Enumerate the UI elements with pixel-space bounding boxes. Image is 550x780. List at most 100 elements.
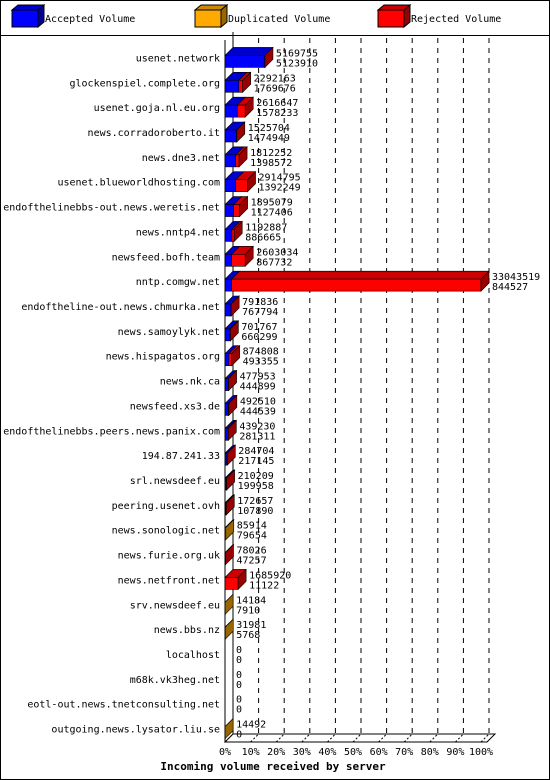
value-label-lower: 493355 [243, 357, 279, 368]
x-tick [352, 733, 362, 743]
value-label-upper: 701767 [241, 322, 277, 333]
y-tick-label: endofthelinebbs.peers.news.panix.com [3, 426, 220, 437]
value-label-upper: 1685920 [249, 570, 291, 581]
bar [224, 154, 237, 168]
value-label-lower: 199958 [238, 481, 274, 492]
value-label-lower: 1474949 [248, 133, 290, 144]
x-tick-label: 0% [219, 747, 231, 758]
bar [231, 229, 235, 242]
value-label-lower: 660299 [241, 332, 277, 343]
value-label-upper: 874808 [243, 347, 279, 358]
bar-side [238, 146, 248, 168]
y-tick-label: usenet.goja.nl.eu.org [94, 103, 220, 114]
bar-side [230, 295, 240, 317]
x-tick-label: 60% [370, 747, 388, 758]
bar-side [230, 320, 239, 342]
bar-side [236, 121, 246, 143]
value-label-upper: 31981 [236, 620, 266, 631]
value-label-upper: 33043519 [492, 272, 540, 283]
value-label-lower: 444539 [240, 406, 276, 417]
bar [231, 253, 246, 267]
y-tick-label: peering.usenet.ovh [112, 501, 220, 512]
x-tick-label: 70% [395, 747, 413, 758]
bar-side [224, 618, 234, 640]
value-label-lower: 5123910 [276, 58, 318, 69]
bar-side [227, 444, 236, 466]
value-label-lower: 767794 [242, 307, 278, 318]
bar [224, 253, 232, 267]
value-label-upper: 85914 [237, 521, 267, 532]
value-label-lower: 11122 [249, 580, 279, 591]
bar [224, 577, 239, 590]
y-tick-label: localhost [166, 650, 220, 661]
y-tick-label: news.netfront.net [118, 575, 220, 586]
x-tick-label: 100% [469, 747, 493, 758]
value-label-upper: 2616647 [256, 98, 298, 109]
bar-side [225, 518, 235, 541]
bar [224, 79, 240, 93]
bar [238, 79, 243, 93]
bar [224, 403, 229, 416]
bar [224, 303, 232, 317]
bar [233, 204, 240, 217]
x-tick [250, 733, 259, 743]
bar [224, 204, 235, 217]
y-tick-label: news.sonologic.net [112, 526, 220, 537]
bar-side [228, 369, 237, 392]
bar [235, 179, 248, 193]
x-tick [455, 733, 464, 743]
value-label-lower: 1578233 [256, 108, 298, 119]
y-tick-label: news.samoylyk.net [118, 327, 220, 338]
value-label-lower: 1398572 [250, 158, 292, 169]
y-tick-label: usenet.network [136, 53, 220, 64]
y-tick-label: news.corradoroberto.it [88, 128, 220, 139]
value-label-upper: 477953 [240, 372, 276, 383]
bar-side [239, 195, 248, 218]
y-tick-label: news.nk.ca [160, 377, 220, 388]
value-label-upper: 1525704 [248, 123, 290, 134]
bar-side [231, 344, 240, 367]
bar-side [233, 220, 243, 243]
legend-swatch [194, 9, 222, 28]
x-tick [224, 733, 234, 743]
value-label-upper: 78026 [237, 546, 267, 557]
y-tick-label: endofthelinebbs-out.news.weretis.net [3, 203, 220, 214]
value-label-upper: 1192887 [245, 222, 287, 233]
bar [224, 129, 237, 143]
legend-label: Duplicated Volume [228, 14, 330, 25]
value-label-lower: 886665 [245, 232, 281, 243]
value-label-lower: 0 [236, 705, 242, 716]
value-label-upper: 284704 [238, 446, 274, 457]
x-tick-label: 20% [267, 747, 285, 758]
y-tick-label: srv.newsdeef.eu [130, 600, 220, 611]
bar [224, 278, 232, 292]
value-label-upper: 210209 [238, 471, 274, 482]
x-tick [275, 733, 285, 743]
bar-top [230, 270, 490, 280]
y-tick-label: newsfeed.xs3.de [130, 401, 220, 412]
bar [228, 353, 232, 367]
bar-side [225, 494, 235, 516]
legend-swatch [377, 9, 405, 28]
value-label-lower: 1127406 [251, 208, 293, 219]
bar [231, 278, 482, 292]
value-label-upper: 1812252 [250, 148, 292, 159]
y-tick-label: news.nntp4.net [136, 227, 220, 238]
value-label-upper: 14492 [236, 720, 266, 731]
value-label-lower: 0 [236, 680, 242, 691]
legend-label: Rejected Volume [411, 14, 501, 25]
bar-side [480, 270, 490, 292]
bar [224, 328, 231, 342]
bar-side [247, 170, 256, 193]
bar-side [242, 71, 251, 94]
x-tick [327, 733, 336, 743]
value-label-lower: 47257 [237, 556, 267, 567]
legend-label: Accepted Volume [45, 14, 135, 25]
bar [224, 104, 238, 118]
value-label-upper: 439230 [239, 421, 275, 432]
x-tick [480, 733, 490, 743]
x-tick [429, 733, 439, 743]
value-label-upper: 492510 [240, 396, 276, 407]
